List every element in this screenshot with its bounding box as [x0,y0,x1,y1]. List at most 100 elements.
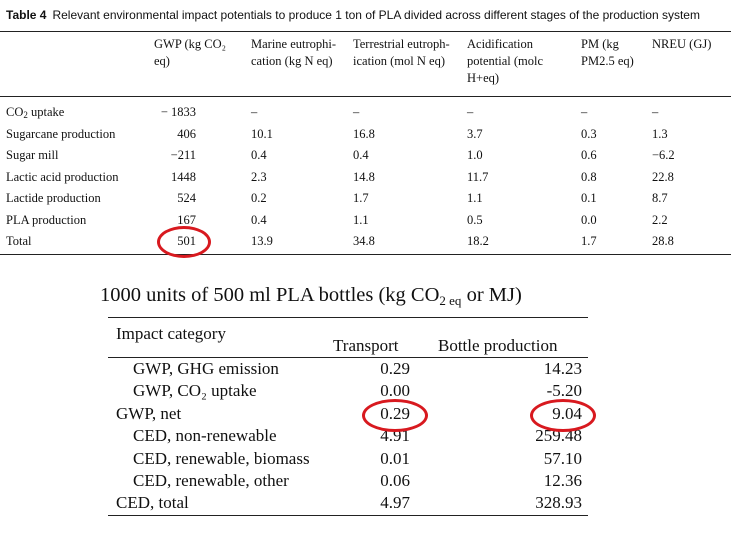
row-label-main: Sugarcane production [6,126,116,141]
bottle-table-row: GWP, GHG emission 0.29 14.23 [0,359,731,381]
bottle-title-main: 1000 units of 500 ml PLA bottles (kg CO [100,284,440,306]
table-cell: 11.7 [467,169,489,184]
table-cell: 18.2 [467,234,489,248]
bottle-table-bottom-rule [108,515,588,516]
table-cell: −211 [170,148,196,162]
table-caption: Table 4 Relevant environmental impact pot… [6,8,726,23]
column-header-pm: PM (kg PM2.5 eq) [581,37,634,68]
table-cell: 2.2 [652,212,668,227]
column-header-acidification: Acidification potential (molc H+eq) [467,37,544,85]
table-cell: 3.7 [467,126,483,141]
table-cell: 0.4 [251,212,267,227]
table-cell: 1.1 [467,191,483,205]
table-row: PLA production 167 0.4 1.1 0.5 0.0 2.2 [0,211,731,232]
bottle-row-label: CED, renewable, other [133,471,289,490]
bottle-row-label: CED, renewable, biomass [133,448,310,468]
highlight-circle-bottle-net [530,399,596,432]
row-label-subscript: 2 [23,110,28,120]
table-cell: 0.4 [353,148,369,162]
table-cell: – [467,105,474,119]
bottle-table-row: CED, renewable, biomass 0.01 57.10 [0,449,731,471]
bottle-title-end: or MJ) [461,284,522,306]
row-label: Sugarcane production [6,127,115,142]
row-label: CO2 uptake [6,105,64,120]
bottle-row-label: GWP, net [116,403,182,423]
table-cell: 0.3 [581,126,597,141]
row-label: Lactide production [6,191,101,206]
table-cell: −6.2 [652,148,675,162]
table-bottom-rule [0,254,731,255]
table-caption-label: Table 4 [6,8,47,22]
table-cell: – [251,105,258,119]
row-label-main: Lactide production [6,191,101,205]
bottle-row-label: GWP, GHG emission [133,359,279,378]
table-cell: 2.3 [251,169,267,184]
table-row: CO2 uptake − 1833 – – – – – [0,103,731,124]
bottle-production-value: -5.20 [546,381,582,401]
table-cell: 0.5 [467,212,483,227]
table-cell: 0.4 [251,148,267,162]
table-cell: 0.2 [251,191,267,205]
column-header-gwp: GWP (kg CO₂ eq) [154,37,226,68]
row-label-main: CO [6,105,24,119]
table-cell: 1.3 [652,126,668,141]
table-cell: 34.8 [353,234,375,248]
table-cell: – [581,105,588,119]
bottle-header-bottle-production: Bottle production [438,336,558,355]
bottle-row-label: GWP, CO₂ uptake [133,381,257,401]
bottle-table-top-rule [108,317,588,318]
table-cell: 406 [177,126,196,141]
bottle-table-row: GWP, CO₂ uptake 0.00 -5.20 [0,381,731,403]
bottle-table-header-rule [108,357,588,358]
bottle-transport-value: 0.00 [380,381,410,401]
row-label: Sugar mill [6,148,58,163]
column-header-terrestrial-eutrophication: Terrestrial eutroph- ication (mol N eq) [353,37,450,68]
bottle-table-row: CED, total 4.97 328.93 [0,493,731,515]
highlight-circle-total-gwp [157,226,211,258]
table-cell: – [353,105,360,119]
table-cell: 0.0 [581,212,597,227]
bottle-table-row: CED, renewable, other 0.06 12.36 [0,471,731,493]
table-cell: 22.8 [652,169,674,184]
bottle-transport-value: 0.01 [380,448,410,468]
bottle-header-transport: Transport [333,336,399,355]
bottle-transport-value: 0.29 [380,359,410,378]
row-label-main: Total [6,234,32,248]
row-label-rest: uptake [27,105,65,119]
table-cell: 1448 [171,169,196,184]
table-cell: 1.0 [467,148,483,162]
bottle-table-title: 1000 units of 500 ml PLA bottles (kg CO2… [100,284,620,309]
table-header-row: GWP (kg CO₂ eq) Marine eutrophi- cation … [0,36,731,92]
row-label: Total [6,234,32,249]
table-cell: 16.8 [353,126,375,141]
bottle-transport-value: 4.97 [380,493,410,513]
highlight-circle-transport-net [362,399,428,432]
bottle-row-label: CED, total [116,493,189,513]
table-cell: 8.7 [652,191,668,205]
column-header-nreu: NREU (GJ) [652,37,712,51]
table-cell: 0.8 [581,169,597,184]
bottle-header-category: Impact category [116,324,226,343]
impact-table-4: Table 4 Relevant environmental impact pot… [0,0,731,262]
row-label-main: PLA production [6,212,87,227]
table-cell: 28.8 [652,234,674,248]
row-label: Lactic acid production [6,170,118,185]
table-top-rule [0,31,731,32]
table-row: Total 501 13.9 34.8 18.2 1.7 28.8 [0,232,731,253]
table-cell: − 1833 [160,105,196,119]
table-cell: – [652,105,659,119]
row-label-main: Lactic acid production [6,169,119,184]
bottle-title-subscript: 2 eq [439,293,462,308]
bottle-production-value: 57.10 [543,448,582,468]
bottle-production-value: 328.93 [535,493,582,513]
table-caption-text: Relevant environmental impact potentials… [52,8,700,22]
table-cell: 14.8 [353,169,375,184]
table-cell: 1.7 [581,234,597,248]
row-label-main: Sugar mill [6,148,59,162]
table-cell: 524 [177,191,196,205]
table-cell: 1.7 [353,191,369,205]
table-row: Sugarcane production 406 10.1 16.8 3.7 0.3 1.3 [0,125,731,146]
column-header-marine-eutrophication: Marine eutrophi- cation (kg N eq) [251,37,337,68]
table-cell: 0.1 [581,191,597,205]
table-cell: 13.9 [251,234,273,248]
